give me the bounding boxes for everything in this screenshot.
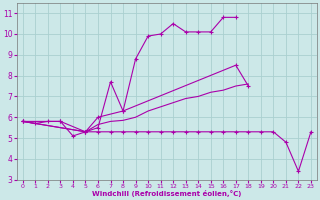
X-axis label: Windchill (Refroidissement éolien,°C): Windchill (Refroidissement éolien,°C) (92, 190, 242, 197)
